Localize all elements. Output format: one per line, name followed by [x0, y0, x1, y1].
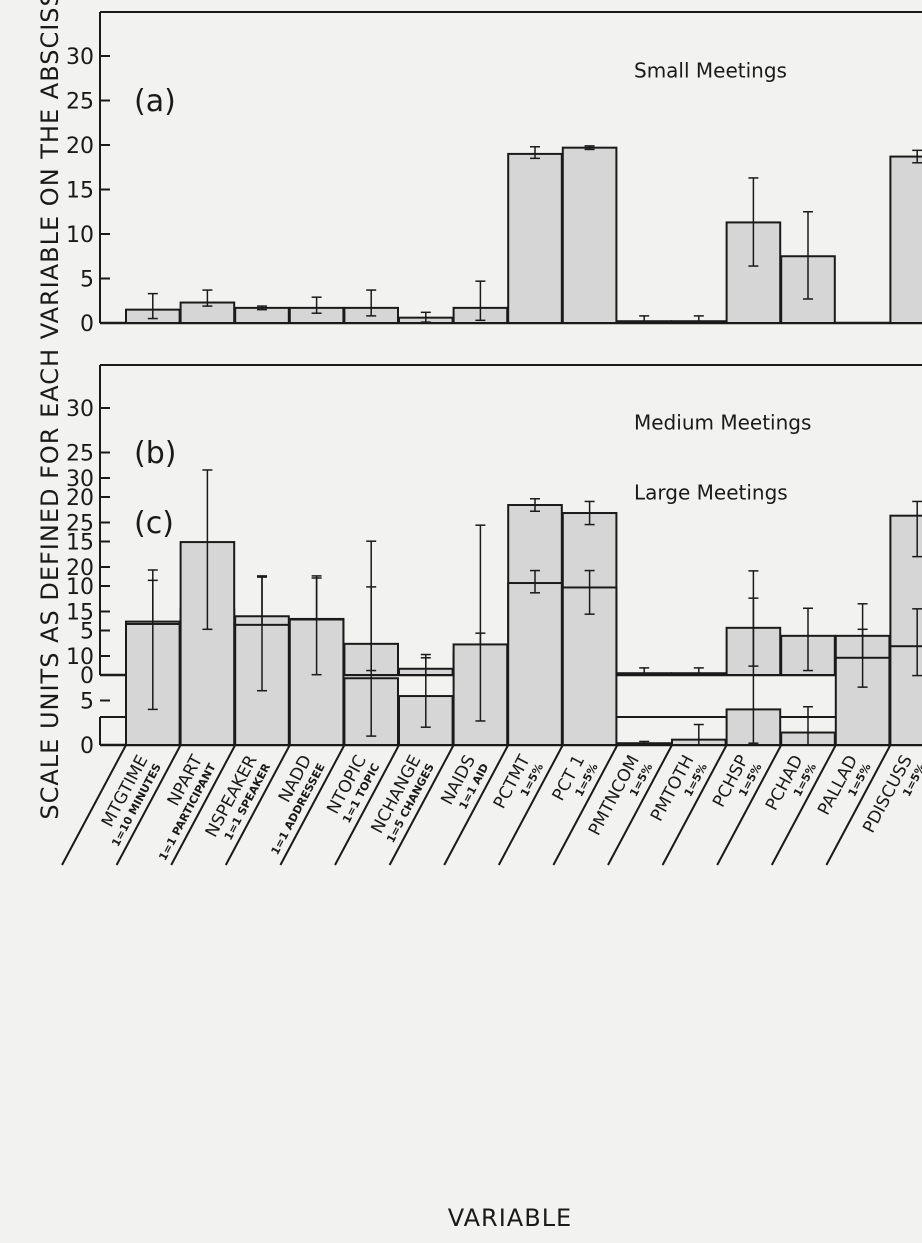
- x-tick-slant: [388, 744, 455, 866]
- panel-label: (c): [134, 506, 174, 541]
- y-tick-label: 15: [66, 531, 94, 556]
- x-tick-slant: [224, 744, 291, 866]
- x-tick-slant: [497, 744, 564, 866]
- y-tick-label: 25: [66, 442, 94, 467]
- bar-pct1: [561, 146, 618, 324]
- y-tick-label: 5: [80, 690, 94, 715]
- x-tick-slant: [279, 744, 346, 866]
- bar-pctmt: [507, 152, 563, 324]
- panel-title: Large Meetings: [634, 480, 788, 504]
- x-axis-label: VARIABLE: [448, 1204, 572, 1232]
- y-tick-label: 10: [66, 575, 94, 600]
- y-tick-label: 30: [66, 45, 94, 70]
- y-tick-label: 0: [80, 312, 94, 337]
- y-tick-label: 25: [66, 90, 94, 115]
- x-tick-slant: [115, 744, 182, 866]
- panel-label: (a): [134, 84, 176, 119]
- panel-title: Medium Meetings: [634, 410, 811, 434]
- bar-pctmt: [507, 582, 563, 747]
- x-tick-label-group: PCT 11=5%: [549, 752, 601, 804]
- panel-title: Small Meetings: [634, 58, 787, 82]
- y-tick-label: 30: [66, 467, 94, 492]
- x-tick-slant: [334, 744, 400, 866]
- x-tick-slant: [661, 744, 728, 866]
- y-axis-label: SCALE UNITS AS DEFINED FOR EACH VARIABLE…: [36, 0, 64, 820]
- y-tick-label: 15: [66, 601, 94, 626]
- bar-pdiscuss: [889, 155, 922, 324]
- x-tick-slant: [61, 744, 127, 866]
- x-tick-slant: [552, 744, 619, 866]
- x-tick-slant: [607, 744, 673, 866]
- y-tick-label: 20: [66, 486, 94, 511]
- y-tick-label: 20: [66, 134, 94, 159]
- y-tick-label: 15: [66, 179, 94, 204]
- y-tick-label: 10: [66, 223, 94, 248]
- y-tick-label: 10: [66, 645, 94, 670]
- y-tick-label: 25: [66, 512, 94, 537]
- y-tick-label: 0: [80, 664, 94, 689]
- x-tick-slant: [170, 744, 237, 866]
- y-tick-label: 30: [66, 397, 94, 422]
- x-tick-slant: [825, 744, 892, 866]
- y-tick-label: 5: [80, 268, 94, 293]
- y-tick-label: 5: [80, 620, 94, 645]
- x-tick-slant: [716, 744, 783, 866]
- y-tick-label: 20: [66, 556, 94, 581]
- x-tick-slant: [770, 744, 837, 866]
- panel-0: 0 5 10 15 20 25 30 (a) Small Meetings: [66, 11, 922, 337]
- panel-label: (b): [134, 436, 176, 471]
- y-tick-label: 0: [80, 734, 94, 759]
- x-tick-slant: [443, 744, 510, 866]
